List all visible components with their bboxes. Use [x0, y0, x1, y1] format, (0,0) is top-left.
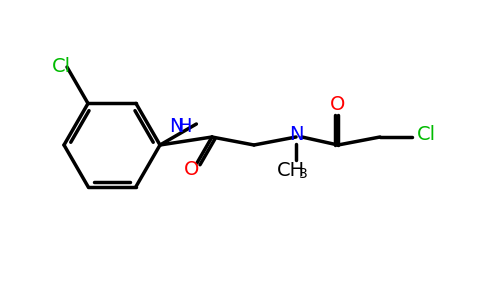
Text: H: H — [177, 118, 191, 136]
Text: N: N — [289, 125, 303, 145]
Text: CH: CH — [277, 160, 305, 179]
Text: Cl: Cl — [51, 57, 71, 76]
Text: N: N — [169, 118, 183, 136]
Text: 3: 3 — [299, 167, 307, 181]
Text: Cl: Cl — [416, 125, 436, 145]
Text: O: O — [330, 95, 346, 115]
Text: O: O — [184, 160, 200, 179]
